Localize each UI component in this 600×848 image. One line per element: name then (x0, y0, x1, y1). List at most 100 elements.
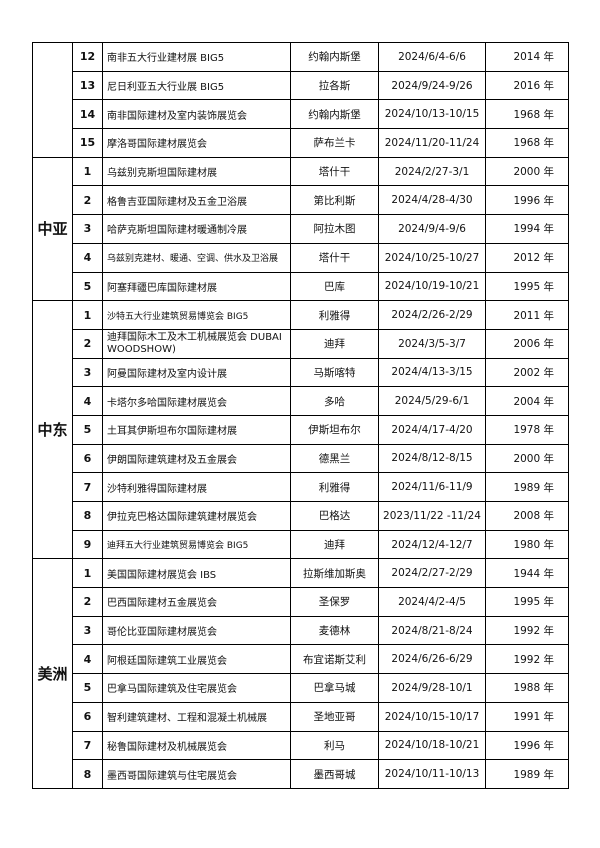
row-number: 8 (72, 759, 103, 789)
founded-year: 1994 年 (485, 214, 569, 244)
founded-year: 1968 年 (485, 128, 569, 158)
founded-year: 2006 年 (485, 328, 569, 359)
city: 巴拿马城 (290, 673, 379, 703)
exhibition-name: 南非国际建材及室内装饰展览会 (102, 99, 291, 130)
table-row: 4 阿根廷国际建筑工业展览会 布宜诺斯艾利 2024/6/26-6/29 1992 年 (33, 644, 569, 675)
date-range: 2024/10/18-10/21 (378, 730, 486, 761)
city: 墨西哥城 (290, 759, 379, 789)
city: 塔什干 (290, 156, 379, 187)
row-number: 2 (72, 328, 103, 359)
table-row: 美洲 1 美国国际建材展览会 IBS 拉斯维加斯奥 2024/2/27-2/29 1944… (32, 558, 569, 789)
date-range: 2024/12/4-12/7 (378, 529, 486, 560)
region-cell (32, 42, 73, 158)
exhibition-name: 迪拜国际木工及木工机械展览会 DUBAI WOODSHOW) (102, 328, 291, 359)
row-number: 7 (72, 472, 103, 502)
exhibition-name: 尼日利亚五大行业展 BIG5 (102, 70, 291, 101)
table-row: 2 格鲁吉亚国际建材及五金卫浴展 第比利斯 2024/4/28-4/30 1996 年 (33, 185, 569, 216)
table-row: 3 哥伦比亚国际建材展览会 麦德林 2024/8/21-8/24 1992 年 (33, 615, 569, 646)
date-range: 2024/4/13-3/15 (378, 357, 486, 388)
date-range: 2024/2/27-3/1 (378, 156, 486, 187)
row-number: 6 (72, 443, 103, 474)
table-row: 7 秘鲁国际建材及机械展览会 利马 2024/10/18-10/21 1996 年 (33, 730, 569, 761)
founded-year: 1989 年 (485, 472, 569, 502)
date-range: 2023/11/22 -11/24 (378, 501, 486, 531)
date-range: 2024/2/26-2/29 (378, 300, 486, 330)
date-range: 2024/5/29-6/1 (378, 386, 486, 416)
city: 萨布兰卡 (290, 128, 379, 158)
row-number: 5 (72, 414, 103, 445)
row-number: 3 (72, 357, 103, 388)
table-row: 5 土耳其伊斯坦布尔国际建材展 伊斯坦布尔 2024/4/17-4/20 1978 年 (33, 414, 569, 445)
date-range: 2024/2/27-2/29 (378, 558, 486, 589)
city: 塔什干 (290, 242, 379, 273)
date-range: 2024/4/28-4/30 (378, 185, 486, 216)
row-number: 7 (72, 730, 103, 761)
table-row: 13 尼日利亚五大行业展 BIG5 拉各斯 2024/9/24-9/26 2016 年 (33, 70, 569, 101)
city: 伊斯坦布尔 (290, 414, 379, 445)
exhibition-name: 阿曼国际建材及室内设计展 (102, 357, 291, 388)
date-range: 2024/3/5-3/7 (378, 328, 486, 359)
table-row: 9 迪拜五大行业建筑贸易博览会 BIG5 迪拜 2024/12/4-12/7 1980 … (33, 529, 569, 560)
table-row: 2 迪拜国际木工及木工机械展览会 DUBAI WOODSHOW) 迪拜 2024/3/… (33, 328, 569, 359)
exhibition-name: 摩洛哥国际建材展览会 (102, 128, 291, 158)
city: 拉斯维加斯奥 (290, 558, 379, 589)
row-number: 6 (72, 701, 103, 732)
founded-year: 1992 年 (485, 615, 569, 646)
date-range: 2024/10/25-10/27 (378, 242, 486, 273)
exhibition-name: 阿根廷国际建筑工业展览会 (102, 644, 291, 675)
exhibition-name: 伊拉克巴格达国际建筑建材展览会 (102, 501, 291, 531)
founded-year: 1995 年 (485, 271, 569, 302)
row-number: 5 (72, 673, 103, 703)
row-number: 2 (72, 185, 103, 216)
founded-year: 2004 年 (485, 386, 569, 416)
table-row: 中亚 1 乌兹别克斯坦国际建材展 塔什干 2024/2/27-3/1 2000 年 (32, 156, 569, 302)
exhibition-name: 哈萨克斯坦国际建材暖通制冷展 (102, 214, 291, 244)
founded-year: 2011 年 (485, 300, 569, 330)
table-row: 6 伊朗国际建筑建材及五金展会 德黑兰 2024/8/12-8/15 2000 年 (33, 443, 569, 474)
table-row: 5 巴拿马国际建筑及住宅展览会 巴拿马城 2024/9/28-10/1 1988 年 (33, 673, 569, 703)
founded-year: 1968 年 (485, 99, 569, 130)
table-row: 6 智利建筑建材、工程和混凝土机械展 圣地亚哥 2024/10/15-10/17 199… (33, 701, 569, 732)
founded-year: 1944 年 (485, 558, 569, 589)
region-label: 中亚 (32, 156, 73, 302)
exhibition-name: 乌兹别克建材、暖通、空调、供水及卫浴展 (102, 242, 291, 273)
city: 巴格达 (290, 501, 379, 531)
city: 马斯喀特 (290, 357, 379, 388)
exhibition-name: 卡塔尔多哈国际建材展览会 (102, 386, 291, 416)
table-row: 7 沙特利雅得国际建材展 利雅得 2024/11/6-11/9 1989 年 (33, 472, 569, 502)
city: 阿拉木图 (290, 214, 379, 244)
exhibition-name: 巴西国际建材五金展览会 (102, 587, 291, 617)
row-number: 8 (72, 501, 103, 531)
city: 多哈 (290, 386, 379, 416)
date-range: 2024/10/13-10/15 (378, 99, 486, 130)
date-range: 2024/10/19-10/21 (378, 271, 486, 302)
city: 约翰内斯堡 (290, 99, 379, 130)
table-row: 14 南非国际建材及室内装饰展览会 约翰内斯堡 2024/10/13-10/15 196… (33, 99, 569, 130)
table-row: 3 阿曼国际建材及室内设计展 马斯喀特 2024/4/13-3/15 2002 年 (33, 357, 569, 388)
exhibition-name: 美国国际建材展览会 IBS (102, 558, 291, 589)
founded-year: 1988 年 (485, 673, 569, 703)
date-range: 2024/11/6-11/9 (378, 472, 486, 502)
founded-year: 1978 年 (485, 414, 569, 445)
founded-year: 2002 年 (485, 357, 569, 388)
city: 利马 (290, 730, 379, 761)
exhibition-name: 乌兹别克斯坦国际建材展 (102, 156, 291, 187)
row-number: 2 (72, 587, 103, 617)
city: 圣地亚哥 (290, 701, 379, 732)
exhibition-name: 南非五大行业建材展 BIG5 (102, 42, 291, 72)
date-range: 2024/9/24-9/26 (378, 70, 486, 101)
table-row: 12 南非五大行业建材展 BIG5 约翰内斯堡 2024/6/4-6/6 2014 年 (32, 42, 569, 158)
row-number: 14 (72, 99, 103, 130)
date-range: 2024/9/28-10/1 (378, 673, 486, 703)
founded-year: 1992 年 (485, 644, 569, 675)
city: 拉各斯 (290, 70, 379, 101)
region-label: 美洲 (32, 558, 73, 789)
exhibition-name: 伊朗国际建筑建材及五金展会 (102, 443, 291, 474)
exhibition-name: 智利建筑建材、工程和混凝土机械展 (102, 701, 291, 732)
city: 迪拜 (290, 529, 379, 560)
row-number: 1 (72, 300, 103, 330)
exhibition-name: 土耳其伊斯坦布尔国际建材展 (102, 414, 291, 445)
row-number: 12 (72, 42, 103, 72)
